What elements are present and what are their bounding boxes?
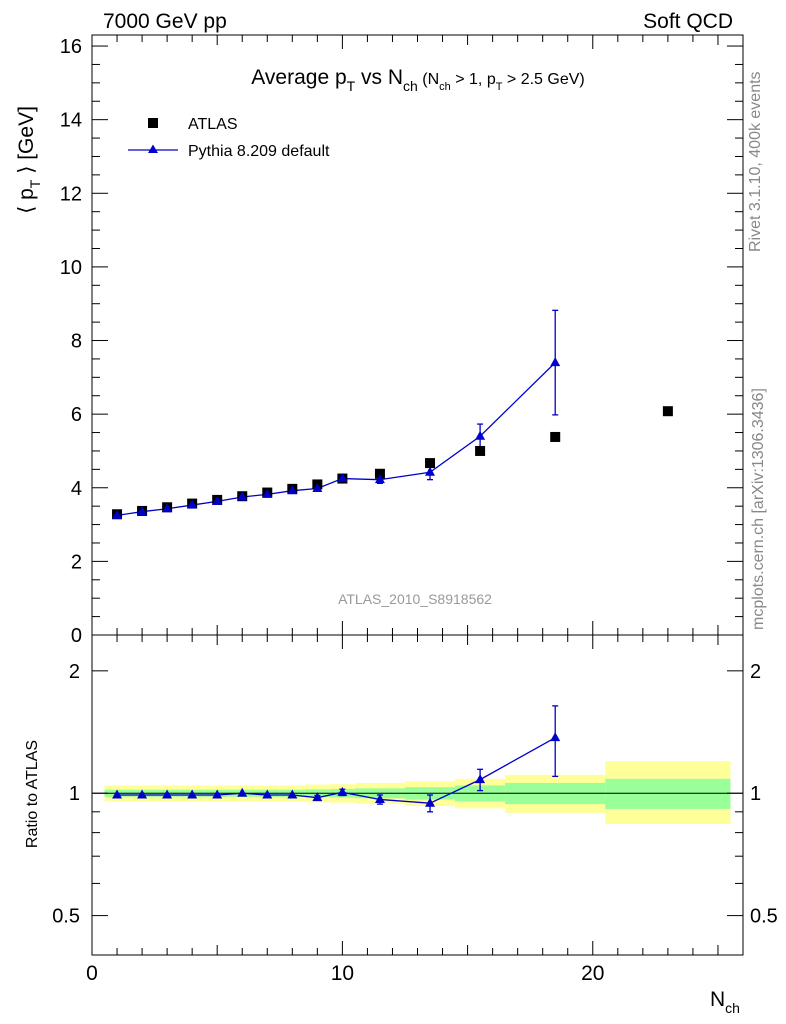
mc-point <box>262 488 273 498</box>
mc-point <box>237 491 248 501</box>
mc-point <box>475 430 486 440</box>
mc-point <box>374 474 385 484</box>
y-tick-label: 16 <box>60 36 82 58</box>
legend-mc-marker <box>148 144 158 153</box>
ratio-y-tick-label-right: 0.5 <box>750 906 778 928</box>
ratio-y-tick-label-left: 0.5 <box>52 906 80 928</box>
legend-data-marker <box>148 118 158 128</box>
ratio-mc-point <box>337 786 348 796</box>
mc-point <box>212 495 223 505</box>
chart-title: Average pT vs Nch (Nch > 1, pT > 2.5 GeV… <box>251 66 584 94</box>
data-point <box>475 445 486 456</box>
data-point <box>374 468 385 479</box>
legend: ATLAS Pythia 8.209 default <box>128 116 330 160</box>
ratio-y-tick-label-left: 2 <box>69 661 80 683</box>
ratio-y-tick-label-left: 1 <box>69 783 80 805</box>
ratio-mc-point <box>475 774 486 784</box>
x-axis-label: Nch <box>710 988 740 1016</box>
main-y-axis-label: ⟨ pT ⟩ [GeV] <box>15 106 43 214</box>
header-left: 7000 GeV pp <box>103 10 227 33</box>
ratio-mc-point <box>312 792 323 802</box>
ratio-mc-point <box>162 789 173 799</box>
y-tick-label: 14 <box>60 110 82 132</box>
ratio-panel: 0 10 200.5 0.51 12 2 <box>52 35 778 985</box>
mc-point <box>112 509 123 519</box>
legend-mc-label: Pythia 8.209 default <box>188 143 330 160</box>
ratio-mc-point <box>374 794 385 804</box>
x-tick-label: 0 <box>86 962 98 985</box>
y-tick-label: 6 <box>71 404 82 426</box>
ratio-mc-point <box>262 789 273 799</box>
ratio-mc-point <box>550 732 561 742</box>
mc-point <box>337 473 348 483</box>
ratio-y-tick-label-right: 2 <box>750 661 761 683</box>
data-point <box>425 458 436 469</box>
ratio-y-axis-label: Ratio to ATLAS <box>24 740 41 848</box>
y-tick-label: 10 <box>60 257 82 279</box>
x-tick-label: 20 <box>581 962 604 985</box>
legend-data-label: ATLAS <box>188 116 238 133</box>
ratio-mc-point <box>137 789 148 799</box>
mc-point <box>550 357 561 367</box>
mc-point <box>312 482 323 492</box>
data-point <box>662 406 673 417</box>
y-tick-label: 12 <box>60 183 82 205</box>
y-tick-label: 8 <box>71 331 82 353</box>
y-tick-label: 4 <box>71 478 82 500</box>
ratio-mc-point <box>287 789 298 799</box>
ratio-mc-point <box>187 789 198 799</box>
ratio-mc-line <box>117 737 556 804</box>
ratio-mc-point <box>425 797 436 807</box>
ratio-mc-point <box>112 789 123 799</box>
mc-point <box>137 506 148 516</box>
mcplots-label: mcplots.cern.ch [arXiv:1306.3436] <box>750 388 767 630</box>
mc-series-line <box>116 362 556 517</box>
rivet-label: Rivet 3.1.10, 400k events <box>747 71 764 252</box>
analysis-watermark: ATLAS_2010_S8918562 <box>338 591 492 607</box>
x-tick-label: 10 <box>331 962 354 985</box>
ratio-mc-point <box>237 787 248 797</box>
y-tick-label: 0 <box>71 625 82 647</box>
mc-point <box>425 466 436 476</box>
y-tick-label: 2 <box>71 551 82 573</box>
ratio-mc-point <box>212 789 223 799</box>
main-panel: 0 2 4 6 8 10 12 14 16 <box>60 34 744 647</box>
header-right: Soft QCD <box>643 10 733 33</box>
ratio-y-tick-label-right: 1 <box>750 783 761 805</box>
data-point <box>550 431 561 442</box>
mc-point <box>162 503 173 513</box>
ratio-band-inner <box>605 778 731 809</box>
mc-point <box>187 499 198 509</box>
mc-point <box>287 485 298 495</box>
